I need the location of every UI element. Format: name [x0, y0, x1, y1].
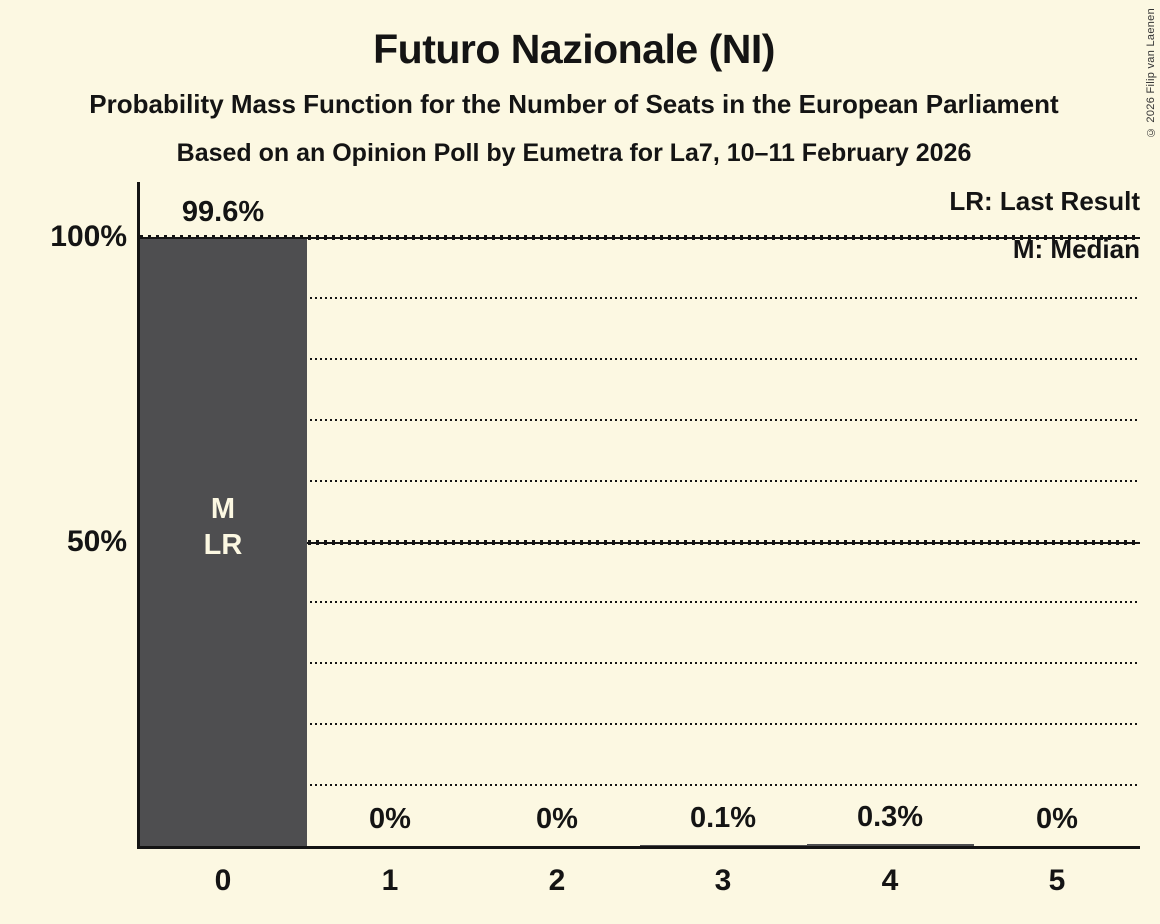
major-gridline — [140, 540, 1140, 545]
chart-source-note: Based on an Opinion Poll by Eumetra for … — [176, 139, 972, 167]
x-tick-label-3: 3 — [714, 864, 732, 897]
x-tick-label-5: 5 — [1048, 864, 1066, 897]
value-label-seats-0: 99.6% — [181, 196, 265, 228]
x-tick-label-1: 1 — [381, 864, 399, 897]
value-label-seats-1: 0% — [369, 803, 411, 835]
minor-gridline — [140, 723, 1140, 725]
x-tick-label-4: 4 — [881, 864, 899, 897]
value-label-seats-3: 0.1% — [689, 802, 757, 834]
x-tick-label-2: 2 — [548, 864, 566, 897]
minor-gridline — [140, 419, 1140, 421]
x-tick-label-0: 0 — [214, 864, 232, 897]
minor-gridline — [140, 662, 1140, 664]
minor-gridline — [140, 601, 1140, 603]
copyright-notice: © 2026 Filip van Laenen — [1145, 8, 1157, 139]
bar-annotation-median-lastresult: M LR — [143, 491, 303, 563]
y-tick-label-50: 50% — [66, 525, 127, 558]
legend-last-result-label: LR: Last Result — [949, 186, 1140, 216]
bar-seats-0 — [140, 239, 307, 846]
y-axis — [137, 182, 140, 849]
value-label-seats-4: 0.3% — [856, 801, 924, 833]
major-gridline — [140, 235, 1140, 240]
value-label-seats-5: 0% — [1036, 803, 1078, 835]
chart-title: Futuro Nazionale (NI) — [373, 26, 775, 72]
minor-gridline — [140, 297, 1140, 299]
y-tick-label-100: 100% — [50, 220, 127, 253]
minor-gridline — [140, 480, 1140, 482]
minor-gridline — [140, 358, 1140, 360]
value-label-seats-2: 0% — [536, 803, 578, 835]
bar-seats-4 — [806, 844, 974, 846]
chart-subtitle: Probability Mass Function for the Number… — [89, 89, 1059, 119]
bar-annotation-line: LR — [203, 529, 243, 561]
x-axis — [137, 846, 1140, 849]
bar-seats-3 — [640, 845, 807, 846]
bar-annotation-line: M — [210, 493, 236, 525]
minor-gridline — [140, 784, 1140, 786]
